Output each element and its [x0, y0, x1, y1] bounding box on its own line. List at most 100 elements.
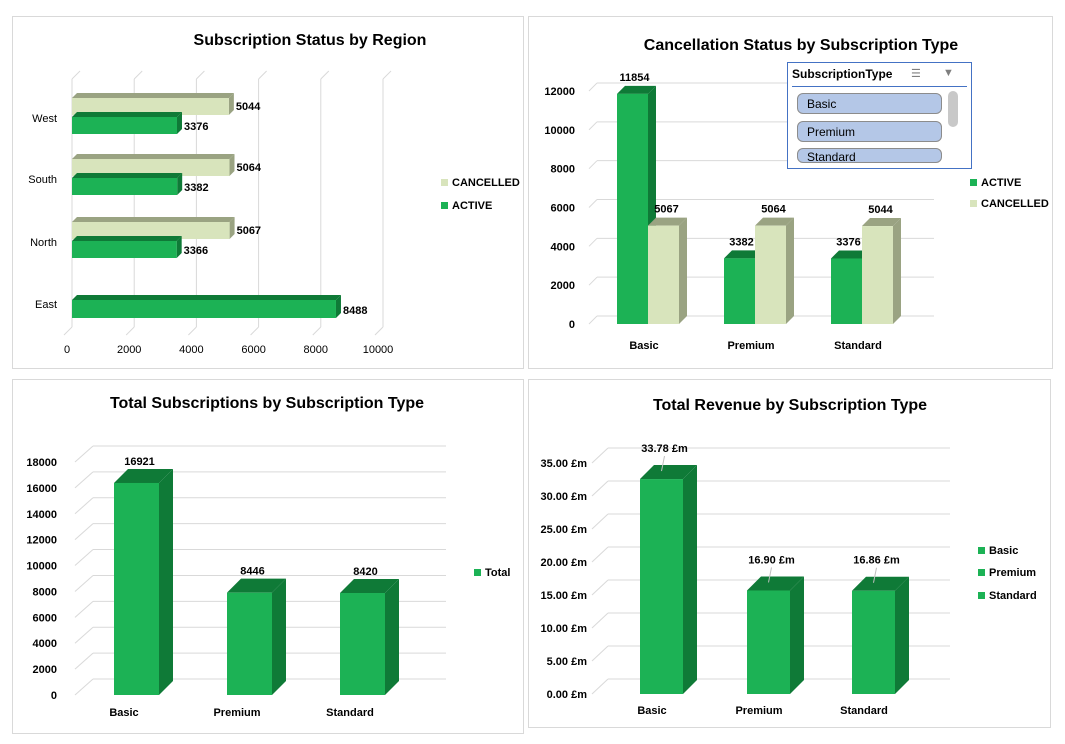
- bar-cancelled: [648, 225, 679, 324]
- x-tick-label: 2000: [117, 344, 141, 356]
- gridline-slant: [588, 237, 598, 247]
- legend-active-label: ACTIVE: [981, 177, 1021, 189]
- gridline-top: [133, 70, 143, 80]
- gridline-slant: [591, 678, 609, 695]
- gridline-slant: [74, 471, 94, 489]
- x-tick-label: 0: [64, 344, 70, 356]
- y-tick-label: 8000: [33, 586, 57, 598]
- leader-line: [661, 455, 665, 472]
- chart-title: Cancellation Status by Subscription Type: [644, 37, 959, 54]
- bar-revenue: [640, 479, 683, 694]
- bar-active: [72, 300, 336, 318]
- legend-standard-swatch: [978, 592, 985, 599]
- data-label: 8446: [240, 566, 264, 578]
- data-label: 3366: [184, 245, 208, 257]
- y-tick-label: 14000: [26, 509, 57, 521]
- category-label: Standard: [840, 705, 888, 717]
- gridline-top: [196, 70, 205, 80]
- gridline-floor: [312, 326, 322, 336]
- bar-revenue-top: [852, 576, 909, 591]
- gridline-slant: [591, 579, 609, 596]
- data-label: 5064: [761, 204, 786, 216]
- chart-total-revenue-by-type[interactable]: Total Revenue by Subscription Type 0.00 £…: [528, 379, 1051, 728]
- bar-revenue-top: [747, 576, 804, 591]
- data-label: 16921: [124, 456, 155, 468]
- data-label: 5044: [868, 204, 893, 216]
- gridline-slant: [588, 276, 598, 286]
- category-label: East: [35, 299, 57, 311]
- slicer-scrollbar[interactable]: [948, 91, 958, 127]
- legend-total-label: Total: [485, 567, 510, 579]
- bar-active: [72, 117, 177, 134]
- cancellation-chart-svg: Cancellation Status by Subscription Type…: [544, 37, 1049, 352]
- chart-total-subscriptions-by-type[interactable]: Total Subscriptions by Subscription Type…: [12, 379, 524, 734]
- y-tick-label: 0.00 £m: [547, 689, 588, 701]
- bar-cancelled-top: [862, 218, 901, 227]
- gridline-slant: [74, 549, 94, 566]
- bar-total-side: [385, 579, 399, 695]
- bar-active: [72, 241, 177, 258]
- bar-active-top: [724, 250, 763, 259]
- y-tick-label: 4000: [33, 638, 57, 650]
- total-subscriptions-chart-svg: Total Subscriptions by Subscription Type…: [26, 395, 510, 719]
- x-tick-label: 10000: [363, 344, 394, 356]
- legend-premium-swatch: [978, 569, 985, 576]
- bar-cancelled-side: [786, 217, 794, 324]
- legend-total-swatch: [474, 569, 481, 576]
- slicer-item-premium[interactable]: Premium: [797, 121, 942, 142]
- data-label: 8420: [353, 566, 377, 578]
- slicer-item-basic[interactable]: Basic: [797, 93, 942, 114]
- gridline-top: [71, 70, 81, 80]
- y-tick-label: 8000: [551, 164, 575, 176]
- bar-total: [227, 592, 272, 695]
- bar-total-side: [272, 578, 286, 695]
- legend-cancelled-label: CANCELLED: [981, 198, 1049, 210]
- data-label: 3376: [184, 121, 208, 133]
- data-label: 33.78 £m: [641, 443, 688, 455]
- bar-revenue-side: [683, 465, 697, 694]
- bar-active: [72, 178, 178, 195]
- bar-total: [114, 482, 159, 695]
- gridline-top: [258, 70, 267, 80]
- gridline-floor: [188, 326, 197, 336]
- gridline-slant: [74, 497, 94, 515]
- slicer-item-standard[interactable]: Standard: [797, 148, 942, 164]
- gridline-slant: [588, 160, 598, 170]
- gridline-floor: [250, 326, 259, 336]
- data-label: 5067: [654, 204, 678, 216]
- slicer-divider: [792, 86, 967, 87]
- multi-select-icon[interactable]: ☰: [911, 68, 921, 80]
- bar-active-top: [617, 85, 656, 94]
- y-tick-label: 2000: [551, 280, 575, 292]
- x-tick-label: 8000: [304, 344, 328, 356]
- bar-active-side: [177, 173, 183, 195]
- bar-total-top: [227, 578, 286, 593]
- gridline-slant: [591, 645, 609, 662]
- clear-filter-icon[interactable]: ▼: [943, 67, 954, 79]
- slicer-title: SubscriptionType: [792, 67, 893, 81]
- bar-cancelled-side: [228, 93, 234, 115]
- bar-revenue-side: [895, 576, 909, 694]
- legend-cancelled-swatch: [970, 200, 977, 207]
- chart-subscription-status-by-region[interactable]: Subscription Status by Region 0 2000 4000 60…: [12, 16, 524, 369]
- category-label: Basic: [637, 705, 666, 717]
- subscription-type-slicer[interactable]: SubscriptionType ☰ ▼ Basic Premium Stand…: [787, 62, 972, 169]
- gridline-top: [320, 70, 330, 80]
- y-tick-label: 12000: [26, 535, 57, 547]
- gridline-floor: [125, 326, 135, 336]
- gridline-slant: [74, 575, 94, 592]
- bar-cancelled-top: [648, 217, 687, 226]
- leader-line: [873, 567, 877, 583]
- category-label: West: [32, 113, 57, 125]
- category-label: Basic: [109, 707, 138, 719]
- gridline-slant: [591, 480, 609, 497]
- category-label: Premium: [735, 705, 782, 717]
- bar-active-side: [176, 112, 182, 134]
- y-tick-label: 35.00 £m: [541, 458, 588, 470]
- bar-cancelled-side: [679, 217, 687, 324]
- data-label: 3376: [836, 236, 860, 248]
- gridline-slant: [591, 612, 609, 629]
- y-tick-label: 6000: [551, 203, 575, 215]
- legend-cancelled-swatch: [441, 179, 448, 186]
- bar-cancelled-top: [72, 93, 234, 98]
